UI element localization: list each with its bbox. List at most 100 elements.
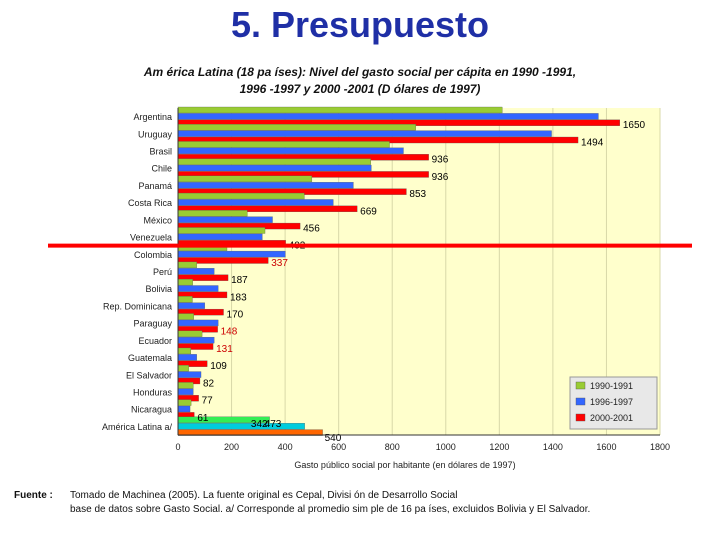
category-label: Nicaragua xyxy=(131,405,172,415)
bar xyxy=(177,336,215,344)
value-label: 61 xyxy=(197,413,209,424)
category-labels: Argentina Uruguay Brasil Chile Panamá Costa R… xyxy=(102,112,173,432)
bar xyxy=(177,141,390,148)
bar xyxy=(177,216,273,223)
bar xyxy=(177,124,416,131)
value-label: 853 xyxy=(409,189,426,200)
category-label: Costa Rica xyxy=(128,198,172,208)
value-label: 148 xyxy=(221,327,238,338)
bar xyxy=(177,371,202,378)
bar xyxy=(177,147,404,154)
bar xyxy=(177,278,193,286)
x-tick-label: 800 xyxy=(385,442,400,452)
category-label: México xyxy=(143,215,172,225)
slide-title: 5. Presupuesto xyxy=(230,4,490,45)
x-tick-label: 1400 xyxy=(543,442,563,452)
category-label: América Latina a/ xyxy=(102,422,173,432)
bar xyxy=(177,347,192,355)
bar xyxy=(177,268,215,275)
x-tick-label: 200 xyxy=(224,442,239,452)
bar xyxy=(177,388,194,395)
value-label: 183 xyxy=(230,292,247,303)
category-label: Paraguay xyxy=(133,319,172,329)
legend-swatch xyxy=(575,413,586,422)
bar xyxy=(177,175,313,182)
value-label: 131 xyxy=(216,344,233,355)
category-label: Rep. Dominicana xyxy=(103,301,172,311)
bar xyxy=(177,199,334,206)
bar xyxy=(177,233,263,241)
value-label: 1650 xyxy=(623,120,646,131)
source-note: Fuente : Tomado de Machinea (2005). La fu… xyxy=(14,489,714,517)
category-label: Panamá xyxy=(138,181,172,191)
category-label: Bolivia xyxy=(145,284,172,294)
bar xyxy=(177,182,354,189)
source-line-1: Tomado de Machinea (2005). La fuente ori… xyxy=(70,490,458,501)
value-label: 1494 xyxy=(581,137,604,148)
legend: 1990-1991 1996-1997 2000-2001 xyxy=(569,376,658,430)
bar xyxy=(177,423,305,430)
x-tick-label: 1800 xyxy=(650,442,670,452)
x-tick-label: 400 xyxy=(278,442,293,452)
category-label: El Salvador xyxy=(126,370,172,380)
x-tick-label: 1000 xyxy=(436,442,456,452)
bar xyxy=(177,313,194,320)
x-tick-label: 0 xyxy=(175,442,180,452)
category-label: Chile xyxy=(151,164,172,174)
value-label: 187 xyxy=(231,275,248,286)
x-tick-label: 1200 xyxy=(489,442,509,452)
value-label: 936 xyxy=(432,155,449,166)
value-label: 170 xyxy=(227,310,244,321)
value-label: 456 xyxy=(303,223,320,234)
bar xyxy=(177,227,266,234)
category-label: Uruguay xyxy=(138,129,173,139)
value-label: 342 xyxy=(251,419,268,430)
bar xyxy=(177,130,552,137)
value-label: 77 xyxy=(202,396,214,407)
value-label: 669 xyxy=(360,206,377,217)
bar xyxy=(177,164,372,172)
category-label: Perú xyxy=(153,267,172,277)
bar xyxy=(177,399,192,406)
bar xyxy=(177,261,197,269)
value-label: 936 xyxy=(432,172,449,183)
source-label: Fuente : xyxy=(14,490,53,501)
legend-label: 1996-1997 xyxy=(590,397,633,407)
bar xyxy=(177,302,205,309)
value-label: 82 xyxy=(203,378,215,389)
bar xyxy=(177,354,197,361)
category-label: Venezuela xyxy=(130,233,172,243)
bar xyxy=(177,106,503,114)
bar xyxy=(177,382,194,389)
bar xyxy=(177,296,193,303)
bar xyxy=(177,113,599,120)
category-label: Colombia xyxy=(134,250,172,260)
chart-title-line-2: 1996 -1997 y 2000 -2001 (D ólares de 199… xyxy=(239,82,481,96)
category-label: Guatemala xyxy=(128,353,172,363)
bar xyxy=(177,330,203,337)
category-label: Brasil xyxy=(149,147,172,157)
bars xyxy=(177,106,620,436)
value-label: 540 xyxy=(325,433,342,444)
bar xyxy=(177,210,248,217)
value-label: 109 xyxy=(210,361,227,372)
x-axis: 0 200 400 600 800 1000 1200 1400 1600 1800 xyxy=(175,108,670,452)
bar xyxy=(177,365,189,372)
gridlines xyxy=(231,108,661,435)
bar xyxy=(177,250,286,258)
value-label: 337 xyxy=(271,258,288,269)
bar xyxy=(177,192,305,200)
chart-title-line-1: Am érica Latina (18 pa íses): Nivel del … xyxy=(143,65,577,79)
chart-title: Am érica Latina (18 pa íses): Nivel del … xyxy=(60,64,660,98)
category-label: Honduras xyxy=(133,387,173,397)
category-label: Argentina xyxy=(133,112,172,122)
legend-swatch xyxy=(575,397,586,406)
bar xyxy=(177,285,219,292)
category-label: Ecuador xyxy=(138,336,172,346)
source-line-2: base de datos sobre Gasto Social. a/ Cor… xyxy=(70,504,591,515)
x-axis-label: Gasto público social por habitante (en d… xyxy=(294,460,515,470)
bar xyxy=(177,158,371,165)
bar xyxy=(177,405,191,413)
legend-swatch xyxy=(575,381,586,390)
